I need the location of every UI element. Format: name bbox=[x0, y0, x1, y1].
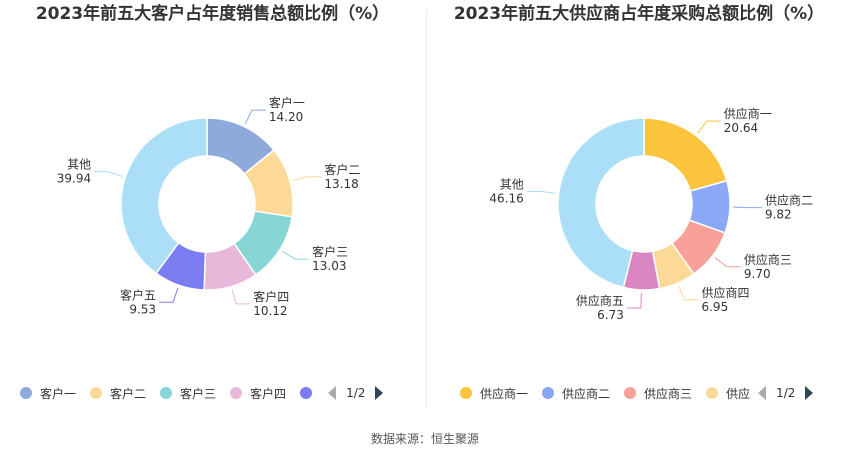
legend-marker bbox=[300, 387, 313, 399]
leader-line bbox=[678, 285, 699, 301]
slice-value-label: 10.12 bbox=[253, 304, 287, 318]
slice-category-label: 客户二 bbox=[324, 162, 360, 177]
legend-marker bbox=[706, 387, 719, 399]
donut-slice[interactable] bbox=[643, 117, 728, 192]
slice-category-label: 供应商四 bbox=[701, 285, 749, 300]
legend-page-indicator: 1/2 bbox=[776, 386, 796, 400]
slice-category-label: 供应商一 bbox=[724, 106, 772, 121]
slice-value-label: 13.03 bbox=[312, 259, 346, 273]
leader-line bbox=[159, 287, 179, 303]
slice-category-label: 其他 bbox=[67, 158, 91, 172]
leader-line bbox=[282, 250, 310, 260]
legend-marker bbox=[90, 387, 103, 399]
legend-item[interactable]: 供应商一 bbox=[460, 385, 528, 402]
leader-line bbox=[526, 190, 556, 194]
legend-pager: 1/2 bbox=[328, 386, 384, 400]
slice-value-label: 6.95 bbox=[701, 300, 728, 314]
right-chart-panel: 2023年前五大供应商占年度采购总额比例（%） 供应商一 20.64 供应商二 9.8… bbox=[428, 0, 850, 410]
legend: 客户一 客户二 客户三 客户四 1/2 bbox=[20, 382, 384, 404]
legend-marker bbox=[460, 387, 472, 399]
slice-category-label: 供应商二 bbox=[765, 193, 813, 208]
panel-divider bbox=[426, 10, 427, 408]
leader-line bbox=[714, 257, 741, 268]
legend-label: 供应商三 bbox=[644, 386, 693, 401]
legend-pager: 1/2 bbox=[758, 386, 814, 400]
slice-value-label: 14.20 bbox=[269, 110, 303, 124]
legend-label: 客户二 bbox=[110, 386, 147, 401]
slice-category-label: 供应商五 bbox=[576, 293, 624, 308]
leader-line bbox=[697, 120, 721, 134]
slice-category-label: 客户五 bbox=[120, 287, 156, 302]
leader-line bbox=[94, 171, 123, 177]
slice-category-label: 其他 bbox=[500, 177, 524, 191]
prev-page-arrow-icon[interactable] bbox=[328, 386, 337, 400]
legend-item[interactable] bbox=[300, 387, 320, 399]
donut-slice[interactable] bbox=[557, 117, 645, 289]
leader-line bbox=[231, 289, 251, 305]
legend-item[interactable]: 客户二 bbox=[90, 385, 146, 402]
leader-line bbox=[244, 109, 266, 124]
prev-page-arrow-icon[interactable] bbox=[758, 386, 767, 400]
legend-marker bbox=[20, 387, 32, 399]
chart-title: 2023年前五大客户占年度销售总额比例（%） bbox=[35, 4, 390, 24]
slice-category-label: 客户一 bbox=[269, 95, 305, 110]
slice-value-label: 9.82 bbox=[765, 208, 792, 222]
legend-item[interactable]: 供应商二 bbox=[542, 385, 610, 402]
slice-value-label: 6.73 bbox=[597, 308, 624, 322]
leader-line bbox=[626, 292, 642, 309]
legend-label: 客户四 bbox=[250, 386, 287, 401]
slice-value-label: 9.53 bbox=[129, 302, 156, 316]
chart-title: 2023年前五大供应商占年度采购总额比例（%） bbox=[453, 4, 825, 24]
legend: 供应商一 供应商二 供应商三 供应 1/2 bbox=[460, 382, 814, 404]
legend-item[interactable]: 供应商三 bbox=[624, 385, 692, 402]
legend-item[interactable]: 客户一 bbox=[20, 385, 76, 402]
slice-value-label: 13.18 bbox=[324, 177, 358, 191]
legend-item[interactable]: 客户三 bbox=[160, 385, 216, 402]
legend-label: 客户一 bbox=[40, 386, 77, 401]
legend-label: 客户三 bbox=[180, 386, 217, 401]
legend-item[interactable]: 供应 bbox=[706, 385, 750, 402]
legend-label: 供应商二 bbox=[562, 386, 611, 401]
data-source-note: 数据来源：恒生聚源 bbox=[370, 432, 479, 446]
slice-value-label: 20.64 bbox=[724, 121, 758, 135]
slice-category-label: 客户三 bbox=[312, 244, 348, 259]
next-page-arrow-icon[interactable] bbox=[375, 386, 384, 400]
donut-slice[interactable] bbox=[120, 117, 208, 275]
next-page-arrow-icon[interactable] bbox=[805, 386, 814, 400]
slice-value-label: 9.70 bbox=[744, 267, 771, 281]
legend-marker bbox=[624, 387, 637, 399]
legend-marker bbox=[160, 387, 173, 399]
legend-label: 供应商一 bbox=[480, 386, 529, 401]
legend-marker bbox=[230, 387, 243, 399]
legend-page-indicator: 1/2 bbox=[346, 386, 366, 400]
slice-value-label: 39.94 bbox=[57, 172, 91, 186]
legend-label: 供应 bbox=[726, 386, 751, 401]
leader-line bbox=[292, 176, 322, 182]
slice-value-label: 46.16 bbox=[489, 191, 523, 205]
slice-category-label: 客户四 bbox=[253, 289, 289, 304]
leader-line bbox=[732, 206, 762, 209]
legend-item[interactable]: 客户四 bbox=[230, 385, 286, 402]
left-chart-panel: 2023年前五大客户占年度销售总额比例（%） 客户一 14.20 客户二 13.18 客… bbox=[0, 0, 425, 410]
legend-marker bbox=[542, 387, 555, 399]
slice-category-label: 供应商三 bbox=[744, 252, 792, 267]
